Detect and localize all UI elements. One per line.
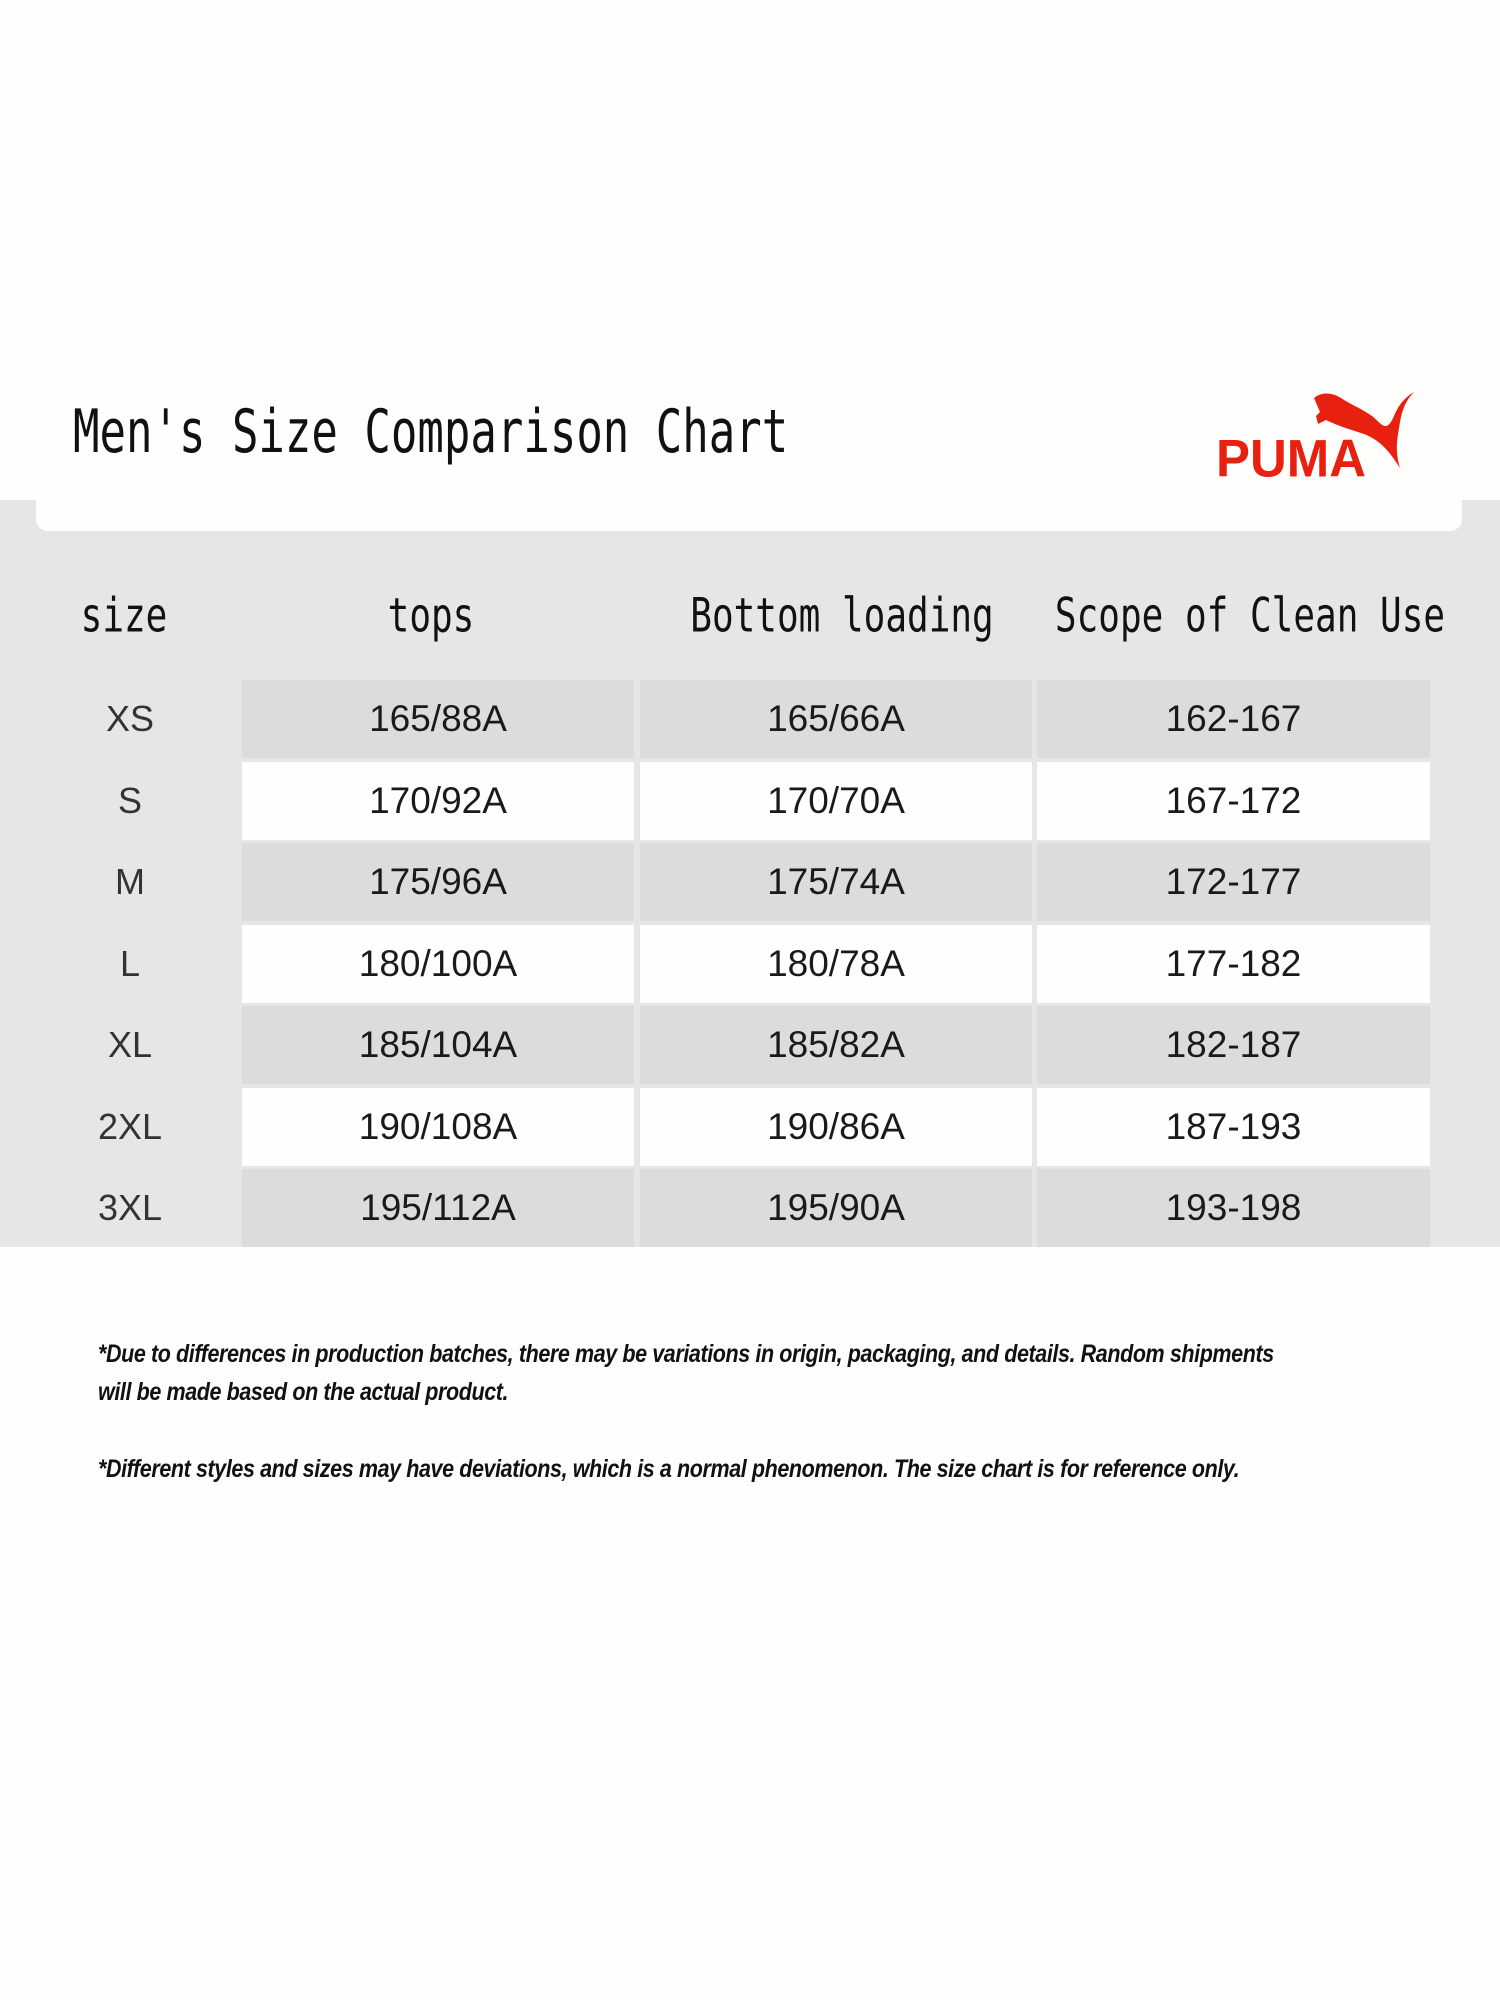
size-label: 3XL <box>97 1187 163 1228</box>
table-cell-bottom: 185/82A <box>640 1006 1032 1084</box>
column-header-bottom: Bottom loading <box>690 589 994 644</box>
table-cell-tops: 165/88A <box>242 680 634 758</box>
size-label: L <box>119 942 141 984</box>
table-cell-tops: 175/96A <box>242 843 634 921</box>
column-header-tops: tops <box>387 589 475 644</box>
column-header-size: size <box>80 589 168 644</box>
table-cell-tops: 170/92A <box>242 761 634 840</box>
size-label: XL <box>107 1024 153 1065</box>
table-cell-tops: 185/104A <box>242 1006 634 1084</box>
table-cell-tops: 195/112A <box>242 1169 634 1247</box>
table-cell-scope: 177-182 <box>1037 924 1430 1003</box>
size-label: XS <box>105 698 155 739</box>
size-label: 2XL <box>97 1105 163 1147</box>
table-cell-scope: 162-167 <box>1037 680 1430 758</box>
table-cell-tops: 180/100A <box>242 924 634 1003</box>
header-card <box>36 330 1462 531</box>
table-cell-bottom: 180/78A <box>640 924 1032 1003</box>
table-cell-bottom: 165/66A <box>640 680 1032 758</box>
column-header-scope: Scope of Clean Use <box>1054 589 1446 644</box>
puma-logo: PUMA <box>1216 392 1414 480</box>
table-cell-bottom: 175/74A <box>640 843 1032 921</box>
footnote-1-cont: will be made based on the actual product… <box>98 1378 509 1406</box>
table-cell-bottom: 190/86A <box>640 1087 1032 1166</box>
page-title: Men's Size Comparison Chart <box>73 398 789 467</box>
table-cell-scope: 172-177 <box>1037 843 1430 921</box>
table-cell-scope: 193-198 <box>1037 1169 1430 1247</box>
table-cell-scope: 167-172 <box>1037 761 1430 840</box>
footnote-2: *Different styles and sizes may have dev… <box>98 1455 1240 1483</box>
table-cell-scope: 182-187 <box>1037 1006 1430 1084</box>
table-cell-bottom: 195/90A <box>640 1169 1032 1247</box>
table-cell-bottom: 170/70A <box>640 761 1032 840</box>
svg-text:PUMA: PUMA <box>1216 429 1366 480</box>
size-label: M <box>115 861 145 902</box>
table-cell-scope: 187-193 <box>1037 1087 1430 1166</box>
table-cell-tops: 190/108A <box>242 1087 634 1166</box>
size-label: S <box>117 779 142 821</box>
footnote-1: *Due to differences in production batche… <box>98 1340 1274 1368</box>
